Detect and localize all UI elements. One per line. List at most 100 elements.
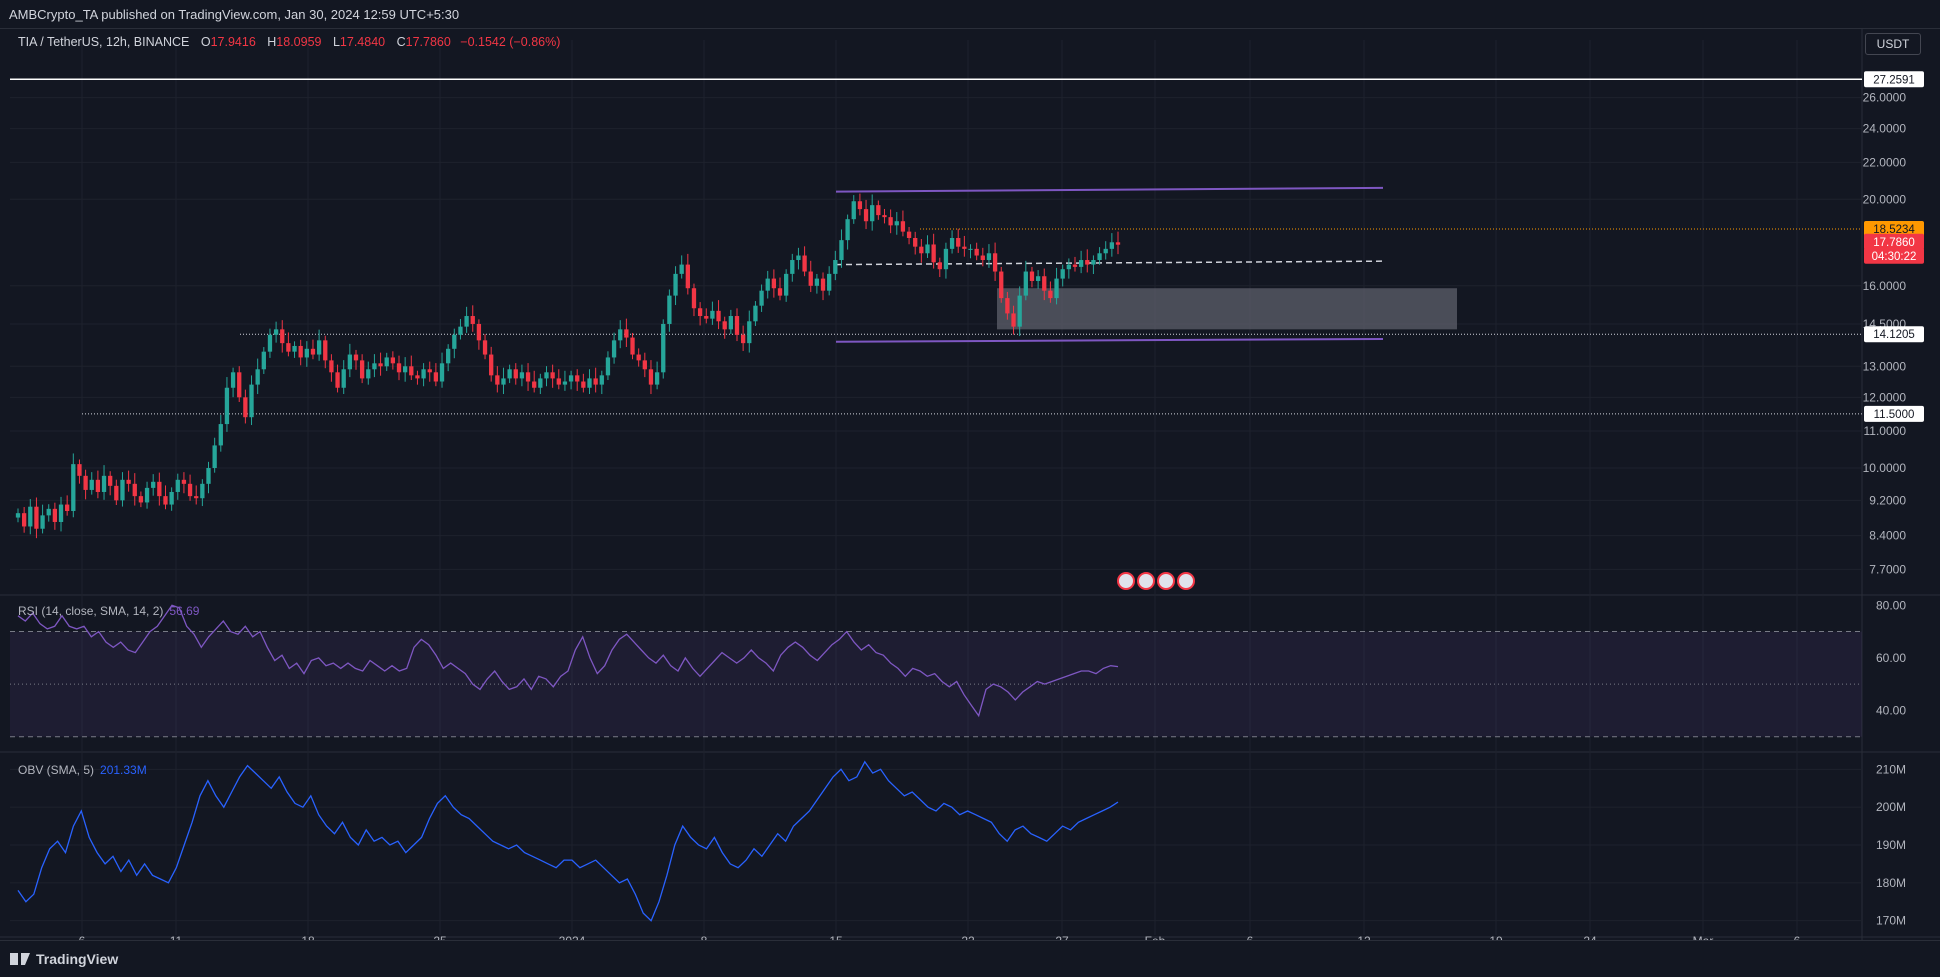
channel-lower: [835, 337, 1384, 343]
candle-body: [777, 288, 783, 296]
candle-body: [495, 375, 500, 385]
candle-body: [329, 360, 334, 373]
candle-body: [765, 278, 770, 291]
candle-body: [685, 264, 690, 289]
high-value: 18.0959: [276, 35, 322, 49]
price-label-bg: [1864, 221, 1924, 238]
candle-body: [593, 378, 598, 385]
rsi-legend: RSI (14, close, SMA, 14, 2) 56.69: [18, 604, 199, 618]
tradingview-logo[interactable]: TradingView: [10, 951, 118, 967]
candle-body: [962, 246, 967, 249]
candle-body: [624, 329, 629, 338]
economic-event-icon: [1177, 572, 1195, 590]
time-tick-label: 24: [1583, 934, 1597, 940]
candle-body: [851, 201, 856, 220]
rsi-band-fill: [10, 631, 1862, 737]
candle-body: [618, 329, 623, 341]
candle-body: [415, 375, 420, 379]
candle-body: [648, 369, 654, 385]
candle-body: [900, 221, 906, 232]
candle-body: [1048, 290, 1053, 299]
candle-body: [833, 260, 838, 274]
candle-body: [704, 316, 709, 319]
candle-body: [507, 369, 512, 379]
price-label-bg: [1864, 405, 1924, 422]
candle-body: [525, 372, 531, 382]
candle-body: [1005, 298, 1010, 314]
candle-body: [532, 381, 537, 388]
currency-button[interactable]: USDT: [1865, 33, 1921, 55]
candle-body: [661, 323, 666, 373]
candle-body: [882, 215, 887, 218]
obv-tick-label: 210M: [1876, 762, 1906, 776]
time-tick-label: 12: [1357, 934, 1371, 940]
candle-body: [261, 351, 266, 370]
candle-body: [206, 468, 211, 484]
candle-body: [126, 479, 131, 484]
candle-body: [181, 479, 187, 484]
candle-body: [753, 305, 758, 322]
candle-body: [114, 485, 119, 501]
candle-body: [968, 248, 973, 250]
candle-body: [194, 496, 199, 499]
price-label-bg: [1864, 247, 1924, 264]
candle-body: [556, 378, 561, 385]
obv-tick-label: 180M: [1876, 876, 1906, 890]
candle-body: [1042, 276, 1047, 291]
candle-body: [366, 369, 371, 379]
brand-name: TradingView: [36, 951, 119, 967]
price-label: 11.5000: [1874, 409, 1915, 421]
candle-body: [550, 372, 555, 379]
candles: [15, 193, 1121, 539]
time-tick-label: Mar: [1693, 934, 1714, 940]
candle-body: [378, 363, 383, 367]
candle-body: [298, 345, 303, 358]
high-label: H: [267, 35, 277, 49]
candle-body: [212, 445, 217, 469]
candle-body: [784, 273, 789, 296]
candle-body: [396, 363, 402, 373]
candle-body: [870, 205, 875, 222]
candle-body: [40, 515, 45, 529]
candle-body: [255, 369, 260, 385]
candle-body: [992, 253, 998, 272]
candle-body: [1115, 242, 1121, 245]
candle-body: [999, 271, 1004, 299]
candle-body: [267, 334, 273, 352]
price-label: 14.1205: [1873, 329, 1915, 341]
price-tick-label: 22.0000: [1863, 155, 1907, 169]
candle-body: [157, 481, 162, 497]
price-label: 17.7860: [1873, 237, 1915, 249]
candle-body: [740, 334, 746, 344]
candle-body: [894, 221, 899, 226]
candle-body: [937, 262, 942, 270]
price-tick-label: 26.0000: [1863, 91, 1907, 105]
candle-body: [673, 273, 678, 296]
candle-body: [630, 337, 635, 355]
candle-body: [464, 316, 469, 327]
rsi-value: 56.69: [169, 604, 200, 618]
candle-body: [71, 464, 76, 512]
candle-body: [249, 384, 254, 418]
demand-zone: [997, 288, 1457, 330]
time-tick-label: 6: [1794, 934, 1801, 940]
candle-body: [52, 508, 58, 522]
candle-body: [771, 278, 777, 289]
price-chart[interactable]: 6 11 18 25 2024 8 15 22 27 Feb 6 12 19 24 Mar 6 26.0000 2…: [0, 29, 1940, 940]
candle-body: [316, 340, 322, 355]
candle-body: [956, 237, 961, 247]
channel-mid: [835, 260, 1384, 266]
candle-body: [759, 290, 764, 306]
candle-body: [243, 397, 248, 418]
candle-body: [1054, 278, 1059, 299]
time-tick-label: 19: [1489, 934, 1503, 940]
candle-body: [679, 264, 684, 274]
candle-body: [943, 248, 949, 270]
candle-body: [200, 483, 205, 499]
candle-body: [138, 496, 144, 503]
candle-body: [335, 372, 340, 388]
candle-body: [538, 378, 543, 388]
candle-body: [65, 504, 70, 512]
economic-event-icon: [1137, 572, 1155, 590]
rsi-tick-label: 80.00: [1876, 598, 1906, 612]
